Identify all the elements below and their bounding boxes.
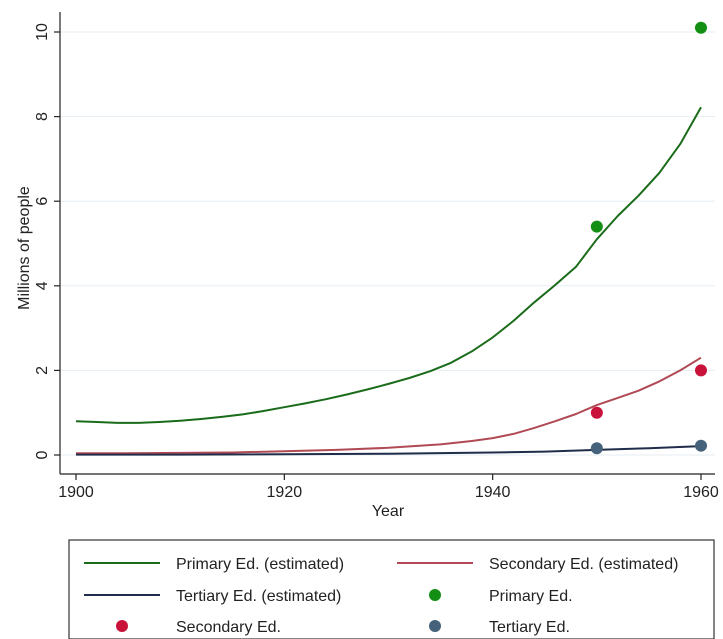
y-tick-label: 0: [34, 450, 51, 459]
data-point: [590, 442, 603, 455]
legend: Primary Ed. (estimated) Secondary Ed. (es…: [68, 539, 715, 639]
legend-label: Tertiary Ed.: [489, 619, 570, 636]
legend-label: Tertiary Ed. (estimated): [176, 588, 341, 605]
data-point: [695, 21, 707, 34]
y-axis-title: Millions of people: [16, 186, 33, 310]
label-layer: Year Millions of people: [16, 186, 405, 520]
x-tick-label: 1960: [683, 484, 719, 501]
y-tick-label: 6: [34, 197, 51, 206]
legend-swatch-dot: [116, 620, 128, 632]
y-tick-label: 10: [34, 23, 51, 41]
legend-swatch-dot: [429, 589, 441, 601]
data-point: [695, 364, 707, 377]
data-point: [590, 220, 603, 233]
legend-label: Primary Ed.: [489, 588, 573, 605]
series-line: [76, 445, 702, 456]
axis-layer: 0 2 4 6 8 10 1900 1920 1940 1960: [34, 12, 719, 501]
legend-label: Primary Ed. (estimated): [176, 556, 344, 573]
legend-label: Secondary Ed.: [176, 619, 281, 636]
series-layer: [75, 21, 707, 456]
legend-swatch-dot: [429, 620, 441, 632]
y-tick-label: 4: [34, 281, 51, 290]
data-point: [590, 406, 603, 419]
legend-box: [68, 539, 715, 639]
x-tick-label: 1920: [267, 484, 303, 501]
y-tick-label: 2: [34, 366, 51, 375]
legend-label: Secondary Ed. (estimated): [489, 556, 678, 573]
x-tick-label: 1940: [475, 484, 511, 501]
y-tick-label: 8: [34, 112, 51, 121]
series-line: [76, 356, 702, 455]
data-point: [695, 439, 707, 452]
x-axis-title: Year: [372, 503, 405, 520]
x-tick-label: 1900: [58, 484, 94, 501]
series-line: [75, 106, 702, 424]
